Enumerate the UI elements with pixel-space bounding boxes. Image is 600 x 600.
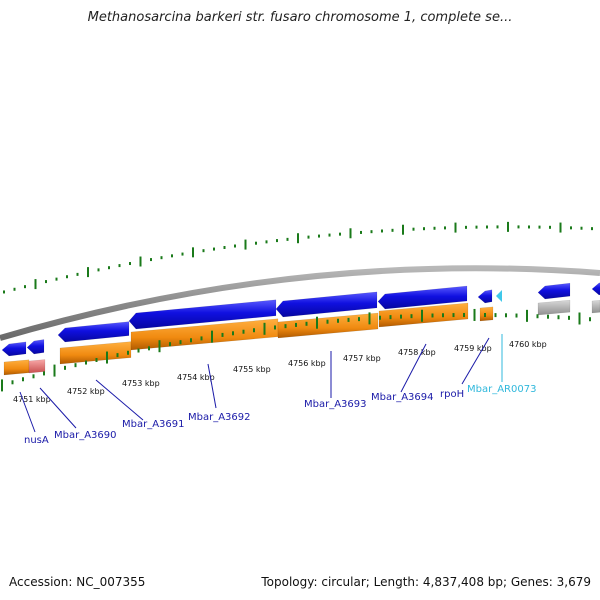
kbp-tick-label: 4754 kbp [177, 373, 215, 382]
kbp-tick-label: 4756 kbp [288, 359, 326, 368]
map-title: Methanosarcina barkeri str. fusaro chrom… [87, 10, 513, 25]
blue-gene-feature[interactable] [477, 289, 493, 304]
kbp-tick-label: 4760 kbp [509, 340, 547, 349]
blue-gene-feature[interactable] [128, 299, 277, 330]
gene-label-leaders [19, 334, 503, 433]
gray-gene-feature[interactable] [537, 299, 571, 316]
kbp-tick-label: 4758 kbp [398, 348, 436, 357]
blue-gene-feature[interactable] [377, 285, 468, 310]
leader-line [95, 379, 144, 421]
gene-label[interactable]: Mbar_A3692 [188, 412, 251, 423]
orange-gene-feature[interactable] [59, 341, 132, 365]
blue-gene-feature[interactable] [57, 321, 130, 343]
inner-tick-ring [1, 308, 591, 392]
trna-feature[interactable] [496, 290, 502, 302]
leader-line [461, 337, 490, 385]
kbp-tick-label: 4753 kbp [122, 379, 160, 388]
blue-gene-feature[interactable] [275, 291, 378, 318]
gene-label[interactable]: Mbar_A3690 [54, 430, 117, 441]
leader-line [39, 387, 77, 429]
orange-gene-feature[interactable] [479, 306, 494, 322]
leader-line [400, 343, 427, 393]
pink-gene-feature[interactable] [28, 359, 46, 374]
gene-label[interactable]: Mbar_AR0073 [467, 384, 536, 395]
kbp-tick-label: 4759 kbp [454, 344, 492, 353]
chromosome-backbone [0, 265, 600, 341]
genome-summary-text: Topology: circular; Length: 4,837,408 bp… [261, 575, 591, 589]
leader-line [19, 391, 36, 433]
gene-label[interactable]: Mbar_A3694 [371, 392, 434, 403]
kbp-scale-labels: 4751 kbp 4752 kbp 4753 kbp 4754 kbp 4755 kbp… [13, 340, 547, 404]
orange-gene-feature[interactable] [378, 302, 469, 328]
leader-line [207, 363, 217, 409]
gene-label[interactable]: Mbar_A3693 [304, 399, 367, 410]
orange-gene-feature[interactable] [3, 359, 30, 376]
blue-gene-feature[interactable] [1, 341, 27, 357]
kbp-tick-label: 4757 kbp [343, 354, 381, 363]
kbp-tick-label: 4755 kbp [233, 365, 271, 374]
kbp-tick-label: 4751 kbp [13, 395, 51, 404]
feature-track [1, 282, 600, 376]
gray-gene-feature[interactable] [591, 300, 600, 314]
orange-gene-feature[interactable] [277, 312, 379, 339]
blue-gene-feature[interactable] [26, 339, 45, 355]
kbp-tick-label: 4752 kbp [67, 387, 105, 396]
blue-gene-feature[interactable] [537, 282, 571, 300]
blue-gene-feature[interactable] [591, 282, 600, 296]
gene-label[interactable]: rpoH [440, 389, 464, 400]
gene-label[interactable]: nusA [24, 435, 49, 446]
accession-text: Accession: NC_007355 [9, 575, 146, 589]
outer-tick-ring [3, 221, 593, 294]
gene-label[interactable]: Mbar_A3691 [122, 419, 185, 430]
